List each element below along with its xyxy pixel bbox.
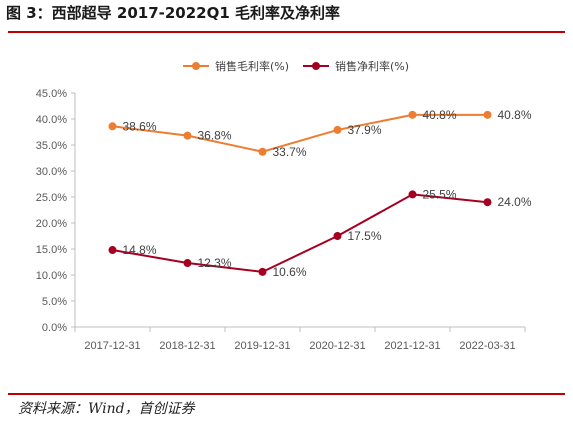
data-label: 12.3% [198,256,232,270]
title-rule [8,31,565,33]
y-tick-label: 10.0% [36,270,67,282]
y-tick-label: 40.0% [36,114,67,126]
legend-label: 销售毛利率(%) [215,59,289,73]
legend-swatch-marker [312,62,320,70]
y-tick-label: 30.0% [36,166,67,178]
source-note: 资料来源：Wind，首创证券 [18,401,195,417]
y-tick-label: 15.0% [36,244,67,256]
data-point [108,122,117,131]
data-point [183,259,192,268]
data-label: 25.5% [423,187,457,201]
x-tick-label: 2019-12-31 [234,340,290,352]
y-tick-label: 35.0% [36,140,67,152]
data-point [183,131,192,140]
data-label: 14.8% [123,243,157,257]
series-line [112,193,488,273]
x-tick-label: 2017-12-31 [84,340,140,352]
data-label: 24.0% [498,195,532,209]
legend-swatch-marker [192,62,200,70]
source-rule [8,393,565,395]
data-point [258,267,267,276]
y-tick-label: 45.0% [36,88,67,100]
y-tick-label: 0.0% [42,322,67,334]
data-point [333,232,342,240]
data-label: 38.6% [123,119,157,133]
data-label: 37.9% [348,123,382,137]
data-label: 10.6% [273,265,307,279]
series-line [112,113,488,153]
data-label: 36.8% [198,129,232,143]
x-tick-label: 2022-03-31 [459,340,515,352]
data-point [258,147,267,156]
data-point [408,110,417,119]
y-tick-label: 20.0% [36,218,67,230]
x-tick-label: 2018-12-31 [159,340,215,352]
data-point [108,246,117,255]
data-label: 40.8% [423,108,457,122]
legend-label: 销售净利率(%) [335,59,409,73]
figure-title: 图 3：西部超导 2017-2022Q1 毛利率及净利率 [6,4,341,22]
y-tick-label: 25.0% [36,192,67,204]
data-label: 33.7% [273,145,307,159]
data-point [333,125,342,134]
x-tick-label: 2020-12-31 [309,340,365,352]
data-point [408,190,417,199]
x-tick-label: 2021-12-31 [384,340,440,352]
data-point [483,110,492,119]
y-tick-label: 5.0% [42,296,67,308]
data-label: 40.8% [498,108,532,122]
data-point [483,198,492,207]
data-label: 17.5% [348,229,382,243]
